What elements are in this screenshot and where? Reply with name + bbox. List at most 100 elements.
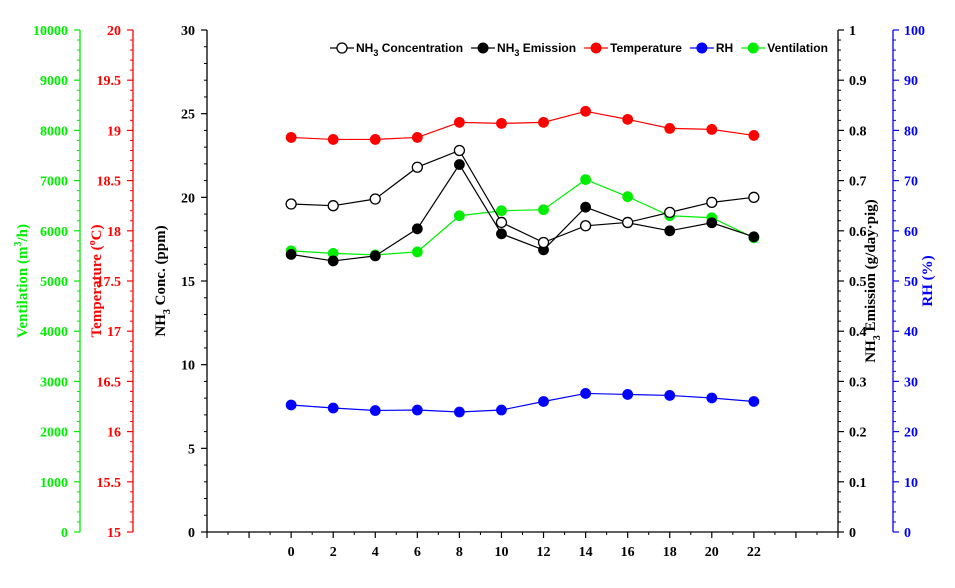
legend-item-emission: NH3 Emission: [471, 41, 576, 58]
temperature-point: [622, 113, 634, 125]
temperature-tick-label: 17.5: [97, 275, 122, 290]
temperature-tick-label: 19.5: [97, 74, 122, 89]
rh-point: [622, 389, 634, 400]
ventilation-tick-label: 9000: [40, 74, 68, 89]
concentration-tick-label: 25: [181, 108, 195, 123]
ventilation-tick-label: 0: [61, 526, 68, 541]
concentration-line: [291, 149, 754, 244]
rh-point: [285, 399, 297, 411]
emission-tick-label: 0.5: [849, 275, 867, 290]
emission-line: [291, 163, 755, 262]
legend: NH3 Concentration NH3 Emission Temperature…: [330, 41, 828, 58]
legend-label-end: Emission: [519, 41, 576, 55]
ventilation-tick-label: 6000: [40, 225, 68, 240]
ventilation-tick-label: 4000: [40, 325, 68, 340]
ventilation-tick-label: 1000: [40, 476, 68, 491]
legend-label-emission: NH3 Emission: [497, 41, 576, 58]
legend-swatch-marker: [696, 42, 708, 54]
concentration-axis-title-sub: 3: [162, 309, 173, 314]
rh-tick-label: 40: [904, 325, 918, 340]
legend-label-ventilation: Ventilation: [767, 41, 828, 55]
emission-series: [285, 159, 760, 267]
x-tick-label: 18: [663, 545, 677, 560]
legend-label-main: NH: [356, 41, 373, 55]
temperature-tick-label: 15.5: [97, 476, 122, 491]
emission-point: [327, 255, 339, 267]
ventilation-point: [622, 191, 634, 203]
rh-point: [327, 402, 339, 414]
temperature-point: [369, 134, 381, 145]
concentration-axis-title-end: Conc. (ppm): [153, 225, 169, 309]
concentration-point: [664, 206, 676, 219]
ventilation-series: [285, 174, 760, 261]
temperature-line: [291, 110, 754, 141]
emission-tick-label: 0.8: [849, 124, 867, 139]
emission-tick-label: 0.1: [849, 476, 867, 491]
concentration-point: [706, 196, 718, 209]
legend-label-main: NH: [497, 41, 514, 55]
concentration-point: [579, 220, 592, 232]
temperature-axis: 15 15.5 16 16.5 17 17.5 18 18.5 19 19.5 20: [97, 24, 134, 541]
rh-tick-label: 80: [904, 124, 918, 139]
x-tick-label: 14: [579, 545, 593, 560]
temperature-axis-title-main: Temperature (: [89, 245, 105, 337]
emission-tick-label: 1: [849, 24, 856, 39]
legend-label-concentration: NH3 Concentration: [356, 41, 463, 58]
rh-point: [453, 406, 465, 418]
rh-point: [664, 390, 676, 401]
concentration-tick-label: 0: [188, 526, 195, 541]
x-tick-label: 8: [456, 545, 463, 560]
x-axis: 0 2 4 6 8 10 12 14 16 18 20 22: [206, 531, 839, 560]
emission-point: [748, 231, 760, 243]
legend-label-end: Concentration: [378, 41, 463, 55]
rh-point: [706, 392, 718, 404]
emission-axis-title-sub: 3: [872, 335, 883, 340]
ventilation-tick-label: 3000: [40, 375, 68, 390]
legend-item-ventilation: Ventilation: [741, 41, 828, 55]
temperature-point: [411, 132, 423, 143]
temperature-point: [538, 116, 549, 128]
concentration-axis-title: NH3 Conc. (ppm): [153, 225, 173, 336]
rh-tick-label: 70: [904, 175, 918, 190]
legend-swatch-marker: [336, 42, 348, 54]
concentration-axis: 0 5 10 15 20 25 30: [181, 24, 208, 541]
emission-axis-title-end: Emission (g/day·pig): [863, 199, 879, 335]
emission-tick-label: 0: [849, 526, 856, 541]
x-tick-label: 2: [330, 545, 337, 560]
legend-swatch-marker: [477, 42, 489, 54]
concentration-tick-label: 15: [181, 275, 195, 290]
temperature-tick-label: 17: [107, 325, 121, 340]
x-tick-label: 4: [372, 545, 379, 560]
emission-axis-title-main: NH: [863, 340, 879, 363]
x-tick-label: 22: [747, 545, 761, 560]
temperature-point: [496, 117, 507, 129]
concentration-point: [327, 200, 339, 212]
ventilation-tick-label: 2000: [40, 426, 68, 441]
x-tick-label: 0: [288, 545, 295, 560]
rh-tick-label: 20: [904, 426, 918, 441]
legend-swatch-marker: [747, 42, 759, 54]
rh-point: [496, 404, 507, 416]
rh-tick-label: 10: [904, 476, 918, 491]
temperature-tick-label: 19: [107, 124, 121, 139]
x-tick-label: 20: [705, 545, 719, 560]
rh-tick-label: 60: [904, 225, 918, 240]
temperature-series: [285, 105, 760, 145]
legend-label-sub: 3: [373, 48, 378, 58]
temperature-point: [580, 105, 591, 117]
temperature-point: [453, 116, 465, 128]
temperature-tick-label: 16.5: [97, 375, 122, 390]
temperature-tick-label: 16: [107, 426, 121, 441]
x-tick-label: 6: [414, 545, 421, 560]
ventilation-axis: 0 1000 2000 3000 4000 5000 6000 7000 8000 9000 100…: [33, 24, 81, 541]
temperature-point: [285, 132, 297, 143]
temperature-axis-title-end: C): [89, 225, 105, 241]
legend-swatch-marker: [590, 42, 602, 54]
rh-tick-label: 90: [904, 74, 918, 89]
emission-point: [369, 250, 381, 262]
rh-tick-label: 50: [904, 275, 918, 290]
rh-tick-label: 30: [904, 375, 918, 390]
legend-item-temperature: Temperature: [584, 41, 682, 55]
emission-point: [580, 201, 591, 213]
